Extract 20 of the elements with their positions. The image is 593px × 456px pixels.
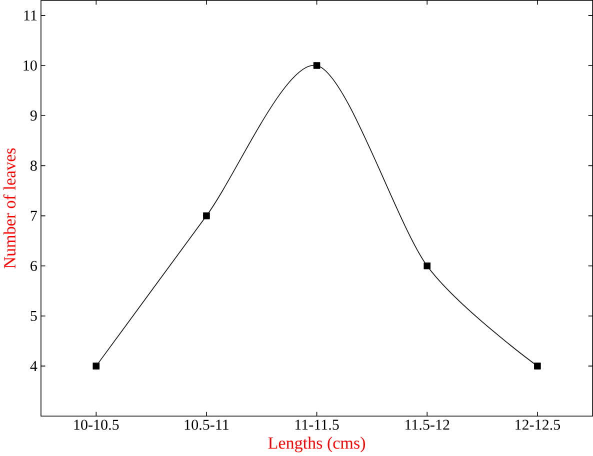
y-tick-label: 10 (24, 60, 37, 71)
x-tick-label: 11.5-12 (406, 420, 450, 430)
y-tick-label: 4 (30, 361, 38, 372)
y-tick-label: 7 (30, 211, 37, 221)
point (313, 62, 320, 70)
y-tick-label: 11 (24, 10, 37, 21)
y-axis-title: Number of leaves (3, 148, 16, 269)
y-tick-label: 9 (30, 110, 37, 121)
x-tick-label: 10.5-11 (184, 420, 228, 430)
x-tick-label: 10-10.5 (74, 420, 119, 430)
x-axis-title: Lengths (cms) (268, 436, 366, 452)
point (92, 362, 100, 370)
x-tick-label: 11-11.5 (295, 420, 339, 430)
point (534, 362, 541, 370)
y-tick-label: 6 (30, 261, 37, 272)
y-tick-label: 5 (30, 311, 37, 322)
y-tick-label: 8 (30, 160, 37, 171)
point (424, 262, 431, 270)
x-tick-label: 12-12.5 (516, 420, 560, 430)
point (203, 212, 210, 220)
